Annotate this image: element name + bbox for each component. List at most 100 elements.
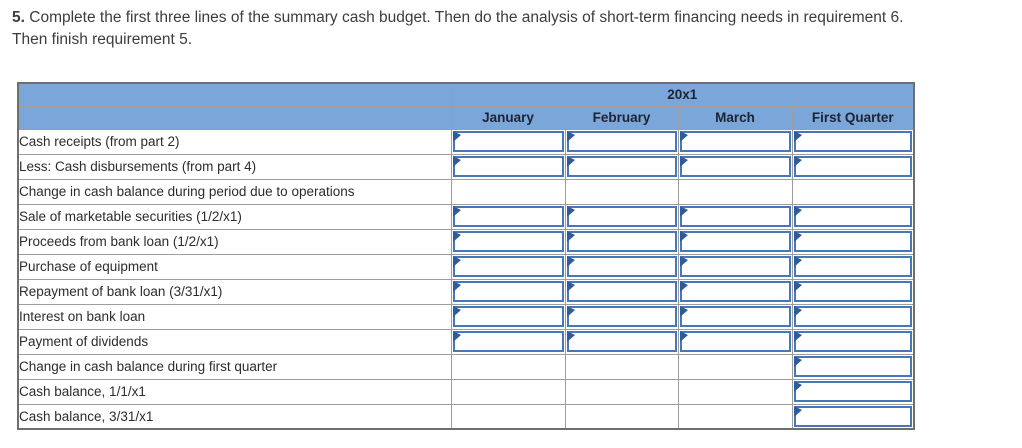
answer-input-r2-march[interactable] (679, 156, 791, 177)
answer-input-r8-january[interactable] (452, 306, 564, 327)
requirement-number: 5. (12, 9, 25, 26)
answer-input-r1-march[interactable] (679, 131, 791, 152)
answer-input-r2-first-quarter[interactable] (793, 156, 912, 177)
data-cell-r4-february (564, 203, 679, 230)
input-marker-icon (452, 281, 461, 292)
data-cell-r11-first-quarter (791, 378, 915, 405)
data-cell-r9-first-quarter (791, 328, 915, 355)
answer-input-r8-february[interactable] (566, 306, 677, 327)
table-row: Cash balance, 1/1/x1 (17, 378, 915, 405)
input-marker-icon (452, 306, 461, 317)
input-marker-icon (679, 231, 688, 242)
answer-input-r11-first-quarter[interactable] (793, 381, 912, 402)
answer-input-r9-january[interactable] (452, 331, 564, 352)
data-cell-r10-first-quarter (791, 353, 915, 380)
input-marker-icon (566, 156, 575, 167)
data-cell-r9-february (564, 328, 679, 355)
row-label: Payment of dividends (17, 328, 452, 355)
data-cell-r5-march (677, 228, 793, 255)
input-marker-icon (679, 156, 688, 167)
data-cell-r10-february (564, 353, 679, 380)
input-marker-icon (452, 156, 461, 167)
input-marker-icon (566, 256, 575, 267)
answer-input-r9-first-quarter[interactable] (793, 331, 912, 352)
answer-input-r6-march[interactable] (679, 256, 791, 277)
input-marker-icon (566, 306, 575, 317)
answer-input-r5-first-quarter[interactable] (793, 231, 912, 252)
data-cell-r3-january (450, 178, 566, 205)
input-marker-icon (566, 206, 575, 217)
table-row: Change in cash balance during period due… (17, 178, 915, 205)
data-cell-r12-february (564, 403, 679, 430)
answer-input-r1-first-quarter[interactable] (793, 131, 912, 152)
answer-input-r1-january[interactable] (452, 131, 564, 152)
data-cell-r8-january (450, 303, 566, 330)
instruction-text: 5. Complete the first three lines of the… (12, 7, 1018, 51)
input-marker-icon (566, 331, 575, 342)
answer-input-r8-march[interactable] (679, 306, 791, 327)
answer-input-r6-january[interactable] (452, 256, 564, 277)
answer-input-r5-january[interactable] (452, 231, 564, 252)
column-header-first-quarter: First Quarter (791, 105, 915, 130)
data-cell-r2-first-quarter (791, 153, 915, 180)
corner-header-cell-2 (17, 105, 452, 130)
answer-input-r9-march[interactable] (679, 331, 791, 352)
answer-input-r9-february[interactable] (566, 331, 677, 352)
table-row: Sale of marketable securities (1/2/x1) (17, 203, 915, 230)
row-label: Proceeds from bank loan (1/2/x1) (17, 228, 452, 255)
year-header-row: 20x1 (17, 82, 915, 107)
table-row: Repayment of bank loan (3/31/x1) (17, 278, 915, 305)
input-marker-icon (566, 131, 575, 142)
table-row: Cash receipts (from part 2) (17, 128, 915, 155)
instruction-line1: Complete the first three lines of the su… (29, 9, 904, 26)
data-cell-r8-march (677, 303, 793, 330)
answer-input-r7-january[interactable] (452, 281, 564, 302)
column-header-february: February (564, 105, 679, 130)
answer-input-r12-first-quarter[interactable] (793, 405, 912, 427)
answer-input-r7-first-quarter[interactable] (793, 281, 912, 302)
data-cell-r6-january (450, 253, 566, 280)
input-marker-icon (452, 206, 461, 217)
answer-input-r7-march[interactable] (679, 281, 791, 302)
answer-input-r7-february[interactable] (566, 281, 677, 302)
answer-input-r2-january[interactable] (452, 156, 564, 177)
answer-input-r8-first-quarter[interactable] (793, 306, 912, 327)
column-header-january: January (450, 105, 566, 130)
answer-input-r4-february[interactable] (566, 206, 677, 227)
input-marker-icon (452, 131, 461, 142)
input-marker-icon (793, 306, 802, 317)
data-cell-r12-january (450, 403, 566, 430)
data-cell-r2-january (450, 153, 566, 180)
row-label: Interest on bank loan (17, 303, 452, 330)
row-label: Sale of marketable securities (1/2/x1) (17, 203, 452, 230)
answer-input-r6-february[interactable] (566, 256, 677, 277)
answer-input-r4-january[interactable] (452, 206, 564, 227)
data-cell-r9-january (450, 328, 566, 355)
input-marker-icon (452, 256, 461, 267)
table-row: Proceeds from bank loan (1/2/x1) (17, 228, 915, 255)
answer-input-r2-february[interactable] (566, 156, 677, 177)
data-cell-r3-march (677, 178, 793, 205)
answer-input-r5-february[interactable] (566, 231, 677, 252)
data-cell-r6-march (677, 253, 793, 280)
input-marker-icon (793, 356, 802, 367)
answer-input-r10-first-quarter[interactable] (793, 356, 912, 377)
input-marker-icon (679, 331, 688, 342)
input-marker-icon (793, 256, 802, 267)
answer-input-r6-first-quarter[interactable] (793, 256, 912, 277)
data-cell-r4-january (450, 203, 566, 230)
data-cell-r7-march (677, 278, 793, 305)
summary-cash-budget-table: 20x1 January February March First Quarte… (17, 82, 915, 430)
data-cell-r11-february (564, 378, 679, 405)
input-marker-icon (793, 131, 802, 142)
input-marker-icon (566, 281, 575, 292)
answer-input-r5-march[interactable] (679, 231, 791, 252)
row-label: Repayment of bank loan (3/31/x1) (17, 278, 452, 305)
row-label: Purchase of equipment (17, 253, 452, 280)
answer-input-r4-first-quarter[interactable] (793, 206, 912, 227)
answer-input-r1-february[interactable] (566, 131, 677, 152)
answer-input-r4-march[interactable] (679, 206, 791, 227)
data-cell-r5-january (450, 228, 566, 255)
corner-header-cell (17, 82, 452, 107)
data-cell-r11-march (677, 378, 793, 405)
